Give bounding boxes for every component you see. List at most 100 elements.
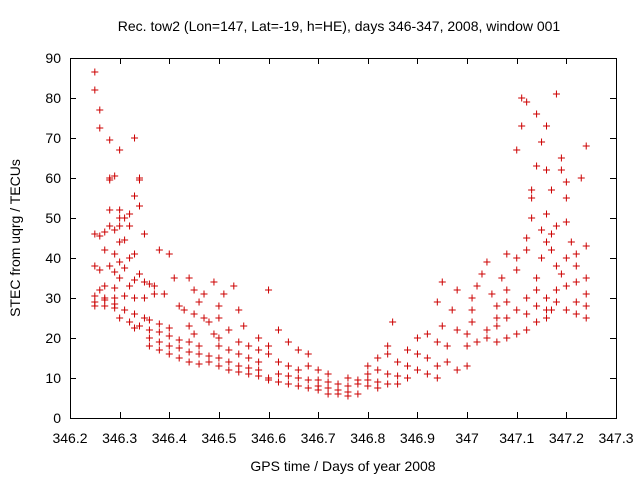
data-point (265, 342, 273, 350)
data-point (121, 214, 129, 222)
data-point (245, 354, 253, 362)
y-tick-labels: 0 10 20 30 40 50 60 70 80 90 (45, 50, 61, 426)
data-point (438, 322, 446, 330)
data-point (205, 318, 213, 326)
data-point (483, 258, 491, 266)
data-point (567, 238, 575, 246)
data-point (562, 218, 570, 226)
data-point (334, 380, 342, 388)
data-point (582, 142, 590, 150)
data-point (126, 254, 134, 262)
data-point (140, 230, 148, 238)
data-point (131, 192, 139, 200)
data-point (543, 306, 551, 314)
data-point (145, 326, 153, 334)
data-point (463, 342, 471, 350)
data-point (572, 298, 580, 306)
data-point (185, 274, 193, 282)
data-point (215, 362, 223, 370)
x-tick-label: 347 (455, 430, 479, 446)
data-point (572, 310, 580, 318)
data-point (106, 262, 114, 270)
data-point (255, 346, 263, 354)
data-point (394, 372, 402, 380)
data-point (116, 222, 124, 230)
data-point (394, 380, 402, 388)
data-point (106, 222, 114, 230)
x-axis-label: GPS time / Days of year 2008 (250, 458, 435, 474)
data-point (111, 304, 119, 312)
data-point (126, 222, 134, 230)
data-point (324, 378, 332, 386)
data-point (354, 390, 362, 398)
data-point (284, 362, 292, 370)
data-point (528, 186, 536, 194)
data-point (155, 328, 163, 336)
data-point (562, 194, 570, 202)
data-point (562, 254, 570, 262)
data-point (101, 282, 109, 290)
data-point (91, 230, 99, 238)
x-tick-label: 346.3 (102, 430, 137, 446)
data-point (543, 122, 551, 130)
data-point (364, 370, 372, 378)
data-point (562, 282, 570, 290)
data-point (572, 262, 580, 270)
data-point (116, 238, 124, 246)
data-point (413, 334, 421, 342)
data-point (374, 378, 382, 386)
x-tick-label: 346.9 (400, 430, 435, 446)
data-point (394, 358, 402, 366)
data-point (121, 306, 129, 314)
data-point (200, 314, 208, 322)
data-point (145, 342, 153, 350)
data-point (453, 286, 461, 294)
data-point (145, 280, 153, 288)
y-tick-label: 10 (45, 370, 61, 386)
data-point (274, 378, 282, 386)
data-point (215, 342, 223, 350)
data-point (473, 282, 481, 290)
data-point (180, 306, 188, 314)
data-point (145, 316, 153, 324)
data-point (135, 270, 143, 278)
data-point (135, 322, 143, 330)
data-point (528, 214, 536, 222)
data-point (150, 282, 158, 290)
data-point (503, 314, 511, 322)
y-tick-label: 20 (45, 330, 61, 346)
data-point (240, 322, 248, 330)
data-point (324, 384, 332, 392)
data-point (547, 246, 555, 254)
data-point (121, 292, 129, 300)
x-tick-label: 347.2 (549, 430, 584, 446)
data-point (404, 346, 412, 354)
data-point (463, 362, 471, 370)
data-point (557, 166, 565, 174)
data-point (384, 380, 392, 388)
x-tick-labels: 346.2 346.3 346.4 346.5 346.6 346.7 346.8 346.9… (52, 430, 633, 446)
data-point (131, 310, 139, 318)
data-point (140, 294, 148, 302)
data-point (543, 210, 551, 218)
data-point (513, 306, 521, 314)
data-point (195, 360, 203, 368)
data-point (582, 302, 590, 310)
data-point (433, 374, 441, 382)
data-point (582, 314, 590, 322)
data-point (101, 228, 109, 236)
data-point (274, 370, 282, 378)
data-point (185, 348, 193, 356)
data-point (126, 282, 134, 290)
data-point (503, 286, 511, 294)
data-point (473, 338, 481, 346)
data-point (468, 318, 476, 326)
data-point (294, 382, 302, 390)
data-point (245, 342, 253, 350)
data-point (121, 236, 129, 244)
chart-title: Rec. tow2 (Lon=147, Lat=-19, h=HE), days… (118, 18, 561, 34)
data-point (111, 226, 119, 234)
data-point (131, 294, 139, 302)
data-point (190, 286, 198, 294)
